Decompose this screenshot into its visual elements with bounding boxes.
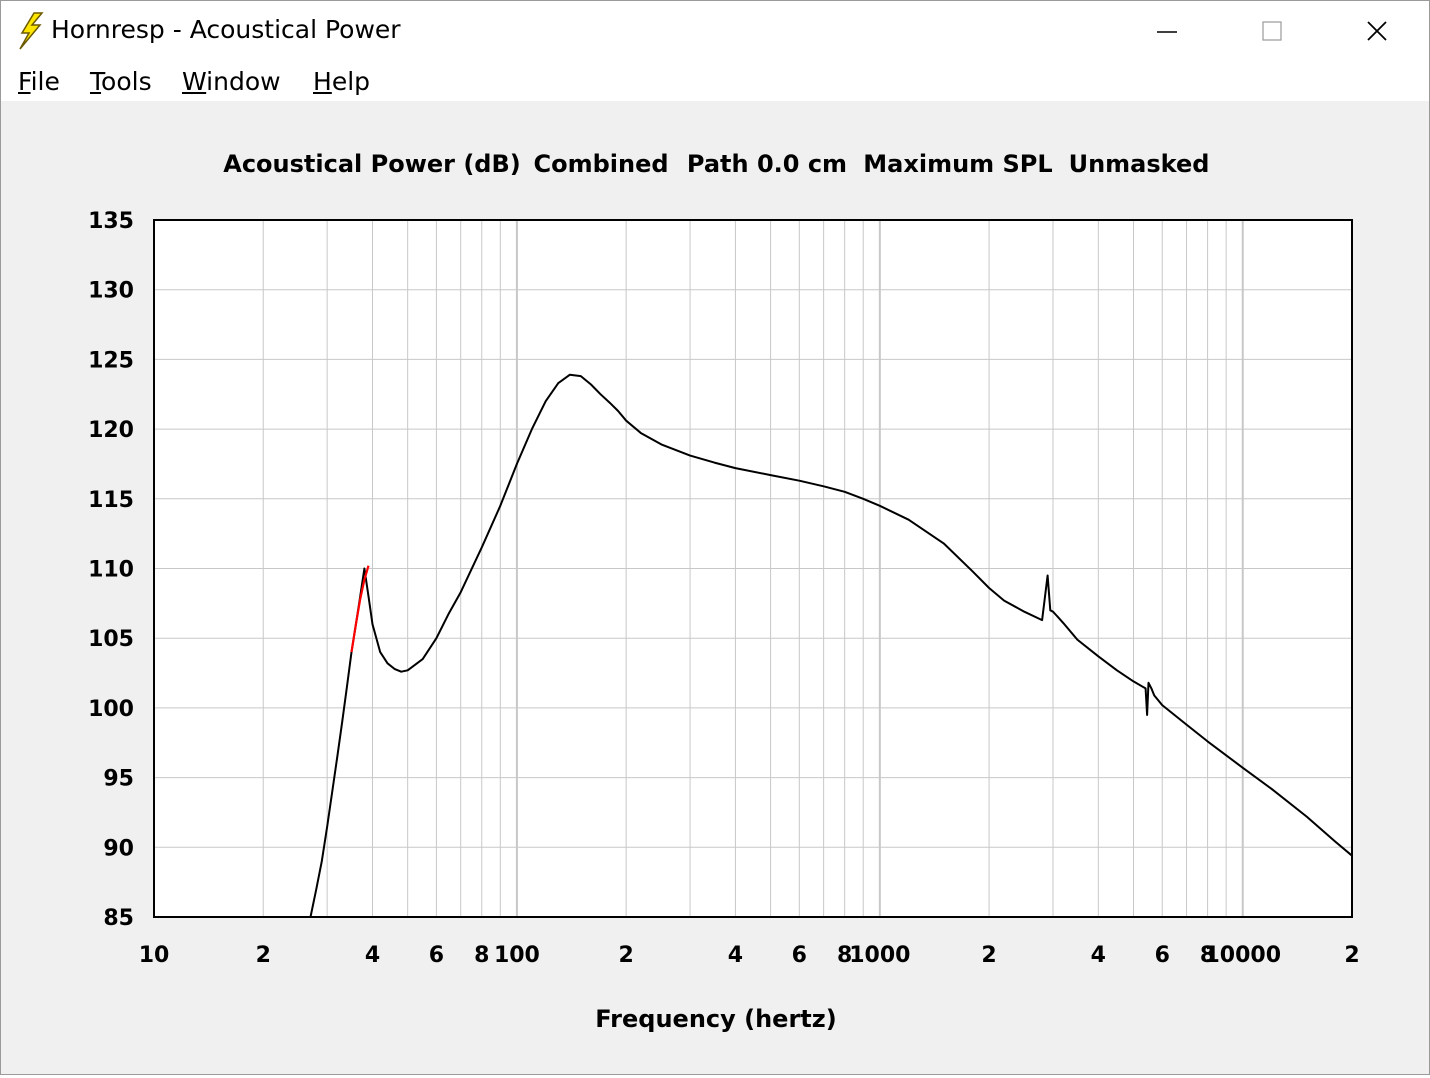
x-tick-label: 1000: [849, 943, 910, 968]
y-tick-label: 90: [103, 836, 134, 861]
plot-frame: [153, 219, 1353, 918]
minimize-icon: [1156, 31, 1177, 33]
x-tick-label: 8: [1200, 943, 1215, 968]
close-button[interactable]: [1324, 1, 1429, 61]
y-tick-label: 100: [88, 697, 134, 722]
y-tick-label: 115: [88, 488, 134, 513]
x-tick-label: 10: [139, 943, 170, 968]
title-bar[interactable]: Hornresp - Acoustical Power: [1, 1, 1429, 61]
x-tick-label: 4: [365, 943, 380, 968]
y-tick-label: 135: [88, 209, 134, 234]
x-tick-label: 2: [256, 943, 271, 968]
series-group: [309, 373, 1353, 918]
x-axis-label: Frequency (hertz): [595, 1005, 836, 1033]
x-tick-label: 8: [474, 943, 489, 968]
y-tick-label: 125: [88, 348, 134, 373]
chart-title-part: Unmasked: [1069, 150, 1210, 178]
menu-bar: File Tools Window Help: [1, 61, 1429, 101]
y-axis-ticks: 135 130 125 120 115 110 105 100 95 90 85: [88, 209, 134, 931]
y-tick-label: 95: [103, 767, 134, 792]
x-tick-label: 2: [981, 943, 996, 968]
x-tick-label: 2: [1344, 943, 1359, 968]
series-line-highlight: [350, 565, 370, 653]
window-title: Hornresp - Acoustical Power: [51, 15, 401, 44]
close-icon: [1366, 21, 1387, 41]
chart-title-part: Acoustical Power (dB): [223, 150, 521, 178]
x-tick-label: 4: [728, 943, 743, 968]
grid: [154, 220, 1352, 917]
x-tick-label: 10000: [1204, 943, 1281, 968]
series-line-main: [309, 373, 1353, 918]
x-tick-label: 4: [1091, 943, 1106, 968]
y-tick-label: 110: [88, 558, 134, 583]
chart-title-part: Path 0.0 cm: [687, 150, 847, 178]
acoustical-power-chart[interactable]: Acoustical Power (dB) Combined Path 0.0 …: [1, 101, 1429, 1074]
x-tick-label: 6: [792, 943, 807, 968]
lightning-icon: [19, 12, 44, 50]
x-tick-label: 6: [1155, 943, 1170, 968]
x-tick-label: 100: [494, 943, 540, 968]
maximize-icon: [1261, 21, 1282, 41]
maximize-button[interactable]: [1219, 1, 1324, 61]
menu-tools[interactable]: Tools: [90, 67, 152, 96]
x-tick-label: 2: [619, 943, 634, 968]
chart-title-part: Maximum SPL: [863, 150, 1052, 178]
y-tick-label: 85: [103, 906, 134, 931]
menu-file[interactable]: File: [18, 67, 60, 96]
minimize-button[interactable]: [1114, 1, 1219, 61]
menu-window[interactable]: Window: [182, 67, 281, 96]
menu-help[interactable]: Help: [313, 67, 371, 96]
y-tick-label: 130: [88, 279, 134, 304]
plot-area: Acoustical Power (dB) Combined Path 0.0 …: [1, 101, 1429, 1074]
x-tick-label: 8: [837, 943, 852, 968]
y-tick-label: 120: [88, 418, 134, 443]
x-tick-label: 6: [429, 943, 444, 968]
chart-title-part: Combined: [533, 150, 668, 178]
y-tick-label: 105: [88, 627, 134, 652]
